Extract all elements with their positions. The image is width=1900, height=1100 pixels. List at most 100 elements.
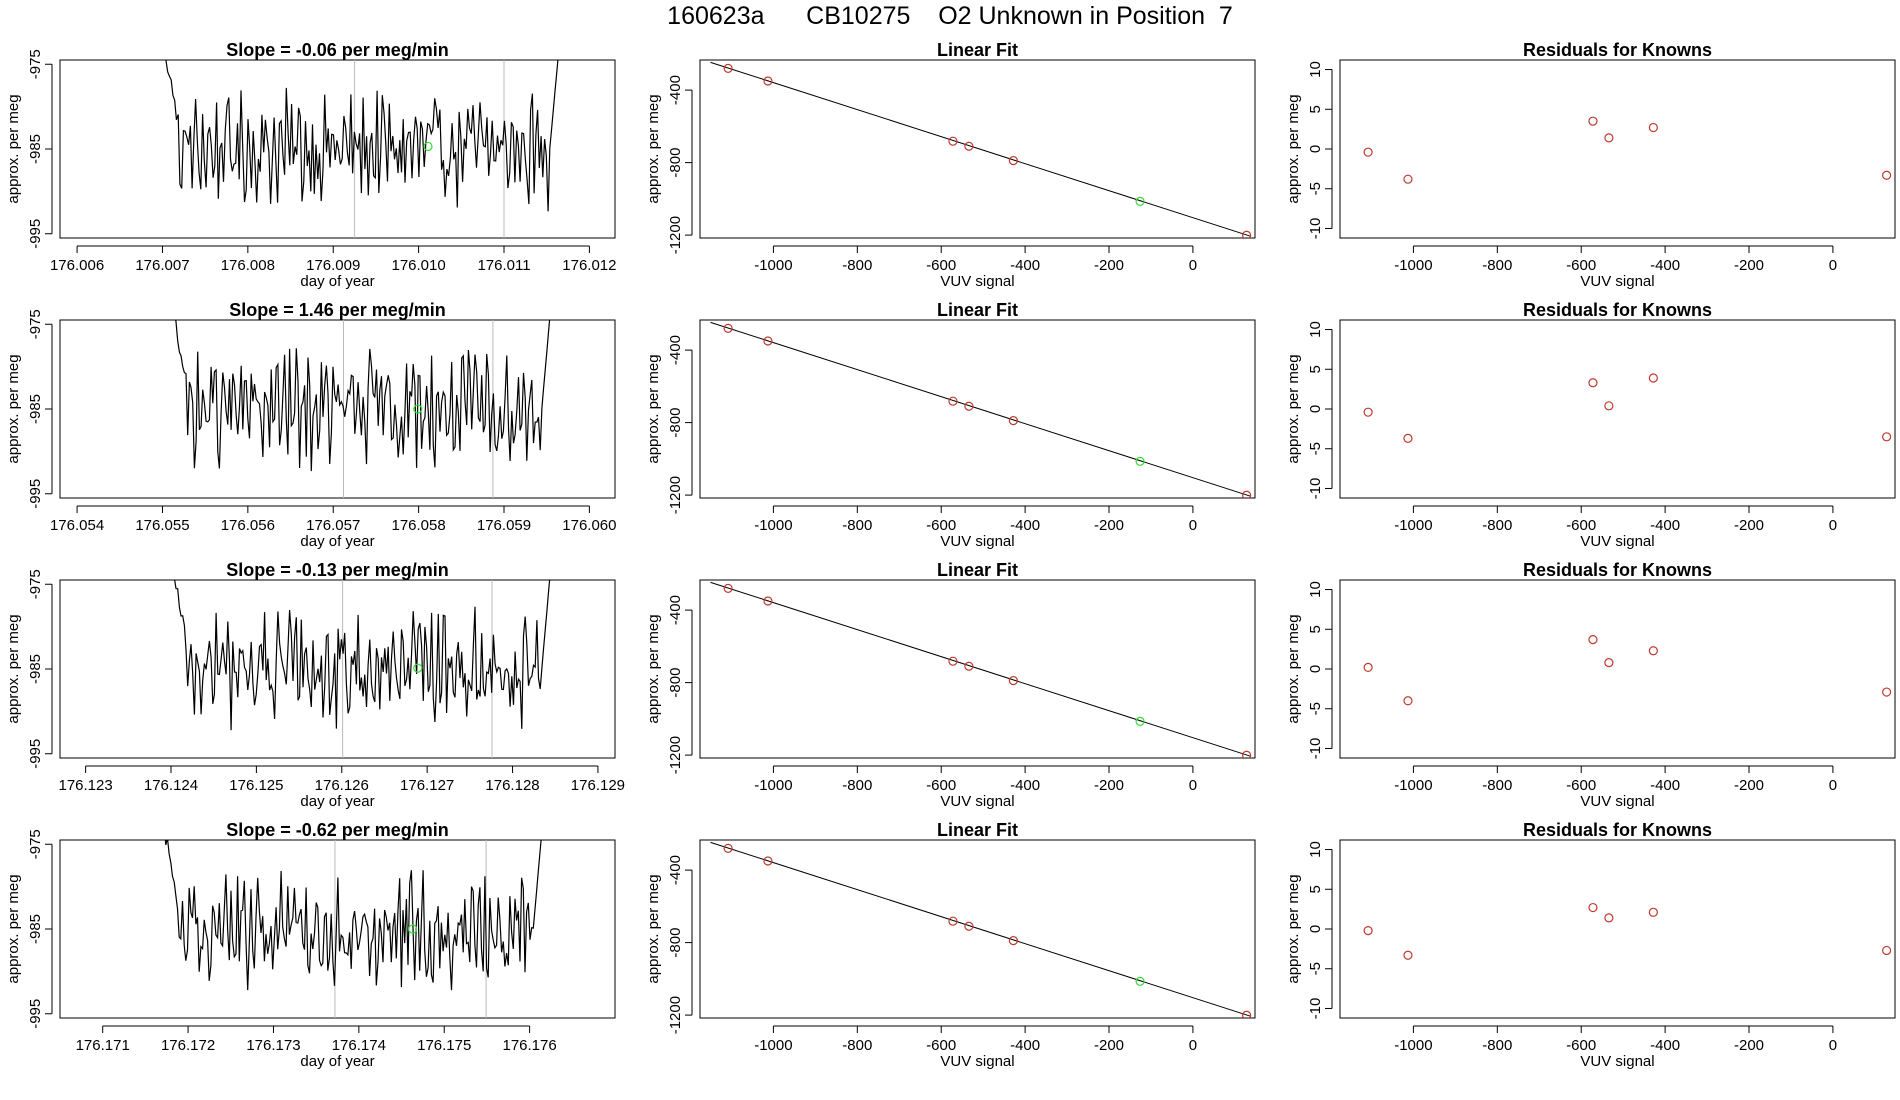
plot-frame xyxy=(1339,839,1896,1019)
x-tick-label: -1000 xyxy=(754,257,792,274)
known-point xyxy=(1008,936,1018,946)
y-tick-label: -800 xyxy=(667,668,684,698)
y-tick-label: -975 xyxy=(27,569,44,599)
x-tick-label: -800 xyxy=(1482,777,1512,794)
y-tick-label: -10 xyxy=(1307,998,1324,1020)
panel-title: Linear Fit xyxy=(937,820,1018,840)
x-tick-label: -800 xyxy=(1482,257,1512,274)
known-point xyxy=(1242,750,1252,758)
y-tick-label: 5 xyxy=(1307,885,1324,893)
plot-frame xyxy=(699,319,1256,499)
plot-frame xyxy=(1339,319,1896,499)
x-tick-label: 0 xyxy=(1829,1037,1837,1054)
x-tick-label: 176.175 xyxy=(417,1037,471,1054)
plot-frame xyxy=(699,59,1256,239)
y-tick-label: 10 xyxy=(1307,61,1324,78)
y-tick-label: -5 xyxy=(1307,442,1324,455)
x-tick-label: -1000 xyxy=(1394,517,1432,534)
known-point xyxy=(1882,945,1892,956)
x-axis-label: VUV signal xyxy=(940,273,1014,290)
x-tick-label: -400 xyxy=(1650,1037,1680,1054)
known-point xyxy=(763,596,773,606)
x-tick-label: -1000 xyxy=(1394,257,1432,274)
known-point xyxy=(723,843,733,853)
x-tick-label: -800 xyxy=(1482,517,1512,534)
x-tick-label: -600 xyxy=(926,257,956,274)
y-tick-label: 0 xyxy=(1307,665,1324,673)
plot-area xyxy=(174,580,551,758)
x-axis-label: VUV signal xyxy=(940,1053,1014,1070)
known-point xyxy=(1363,925,1373,936)
x-tick-label: -800 xyxy=(842,1037,872,1054)
x-tick-label: 176.008 xyxy=(221,257,275,274)
plot-area xyxy=(1363,634,1892,706)
x-tick-label: -1000 xyxy=(1394,777,1432,794)
plot-area xyxy=(165,60,559,238)
x-tick-label: -600 xyxy=(1566,517,1596,534)
fit-line xyxy=(710,61,1251,237)
x-tick-label: -400 xyxy=(1650,777,1680,794)
known-point xyxy=(948,656,958,666)
x-tick-label: 176.059 xyxy=(477,517,531,534)
x-tick-label: -200 xyxy=(1094,1037,1124,1054)
x-tick-label: 176.172 xyxy=(161,1037,215,1054)
y-tick-label: 10 xyxy=(1307,841,1324,858)
known-point xyxy=(1882,687,1892,697)
panel-title: Linear Fit xyxy=(937,300,1018,320)
panel-title: Slope = -0.06 per meg/min xyxy=(226,40,449,60)
x-tick-label: 0 xyxy=(1189,1037,1197,1054)
x-tick-label: -800 xyxy=(842,517,872,534)
x-axis-label: VUV signal xyxy=(1580,533,1654,550)
y-axis-label: approx. per meg xyxy=(1285,614,1302,723)
x-axis-label: VUV signal xyxy=(1580,1053,1654,1070)
x-tick-label: 176.009 xyxy=(306,257,360,274)
known-point xyxy=(1363,662,1373,673)
x-tick-label: 176.010 xyxy=(391,257,445,274)
x-tick-label: -200 xyxy=(1094,517,1124,534)
x-tick-label: -600 xyxy=(1566,257,1596,274)
x-tick-label: 176.006 xyxy=(50,257,104,274)
x-tick-label: -400 xyxy=(1010,777,1040,794)
known-point xyxy=(1588,634,1598,645)
x-tick-label: -200 xyxy=(1094,257,1124,274)
y-axis-label: approx. per meg xyxy=(1285,354,1302,463)
x-tick-label: 0 xyxy=(1829,517,1837,534)
y-tick-label: -5 xyxy=(1307,702,1324,715)
x-tick-label: 176.058 xyxy=(391,517,445,534)
x-tick-label: -200 xyxy=(1734,1037,1764,1054)
x-tick-label: -400 xyxy=(1650,257,1680,274)
y-axis-label: approx. per meg xyxy=(645,354,662,463)
panel-title: Linear Fit xyxy=(937,560,1018,580)
known-point xyxy=(964,141,974,151)
x-tick-label: -1000 xyxy=(754,777,792,794)
y-tick-label: -1200 xyxy=(667,476,684,514)
unknown-point xyxy=(413,404,423,414)
known-point xyxy=(964,401,974,411)
known-point xyxy=(763,336,773,346)
plot-frame xyxy=(59,319,616,499)
y-tick-label: -975 xyxy=(27,49,44,79)
x-axis-label: VUV signal xyxy=(1580,273,1654,290)
y-axis-label: approx. per meg xyxy=(5,94,22,203)
x-tick-label: -400 xyxy=(1010,257,1040,274)
signal-trace xyxy=(165,60,559,212)
x-tick-label: 0 xyxy=(1829,777,1837,794)
x-tick-label: 176.176 xyxy=(502,1037,556,1054)
known-point xyxy=(948,136,958,146)
panel-title: Residuals for Knowns xyxy=(1523,40,1712,60)
plot-frame xyxy=(59,59,616,239)
x-tick-label: 176.125 xyxy=(229,777,283,794)
unknown-point xyxy=(1135,716,1145,726)
x-tick-label: 176.126 xyxy=(315,777,369,794)
y-tick-label: -10 xyxy=(1307,738,1324,760)
known-point xyxy=(1242,230,1252,238)
x-tick-label: 176.060 xyxy=(562,517,616,534)
page-title: 160623a CB10275 O2 Unknown in Position 7 xyxy=(667,2,1233,30)
y-tick-label: -975 xyxy=(27,309,44,339)
x-tick-label: -400 xyxy=(1010,517,1040,534)
y-tick-label: -5 xyxy=(1307,962,1324,975)
known-point xyxy=(1882,170,1892,180)
known-point xyxy=(1403,950,1413,960)
x-tick-label: 176.012 xyxy=(562,257,616,274)
